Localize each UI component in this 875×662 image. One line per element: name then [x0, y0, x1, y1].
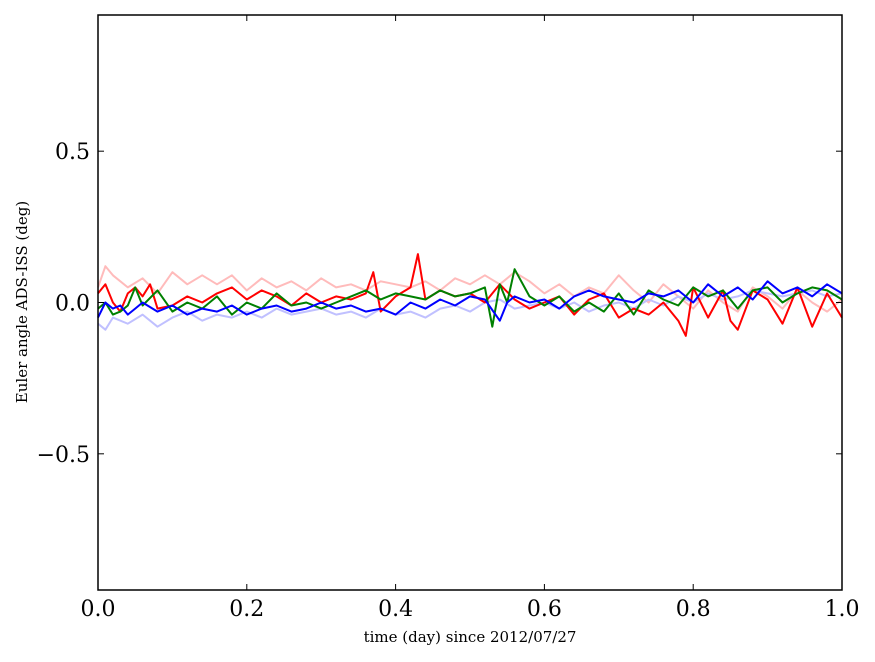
series-line-blue — [97, 280, 843, 322]
x-tick-label: 1.0 — [825, 597, 860, 622]
series-line-green — [97, 268, 843, 328]
x-tick-label: 0.6 — [527, 597, 562, 622]
x-tick-label: 0.4 — [378, 597, 413, 622]
x-tick-label: 0.8 — [676, 597, 711, 622]
x-tick-label: 0.0 — [81, 597, 116, 622]
x-tick-label: 0.2 — [229, 597, 264, 622]
tick-layer: 0.0 0.2 0.4 0.6 0.8 1.0 0.5 0.0 −0.5 — [37, 15, 860, 622]
y-tick-label: −0.5 — [37, 443, 90, 468]
y-axis-label: Euler angle ADS-ISS (deg) — [13, 201, 31, 403]
series-line-lightblue — [97, 289, 843, 331]
y-tick-label: 0.0 — [55, 292, 90, 317]
y-tick-label: 0.5 — [55, 140, 90, 165]
series-layer — [97, 253, 843, 337]
x-axis-label: time (day) since 2012/07/27 — [364, 628, 577, 646]
